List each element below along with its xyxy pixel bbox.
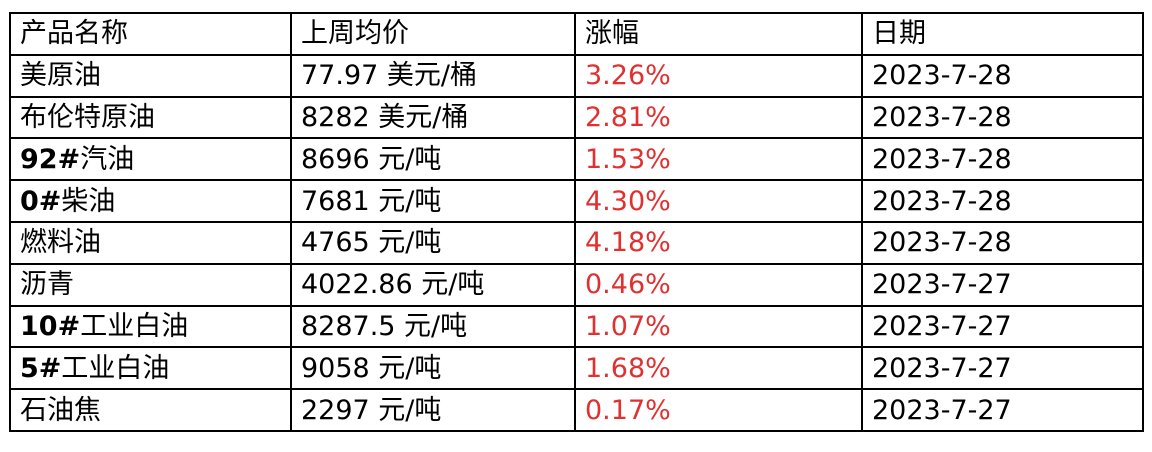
header-product: 产品名称 <box>9 12 292 56</box>
price-cell: 8287.5 元/吨 <box>290 304 576 349</box>
change-cell: 0.17% <box>574 388 863 432</box>
table-row: 石油焦 2297 元/吨 0.17% 2023-7-27 <box>9 388 1144 432</box>
product-name: 工业白油 <box>80 310 189 342</box>
header-price: 上周均价 <box>290 12 576 56</box>
table-header-row: 产品名称 上周均价 涨幅 日期 <box>9 12 1144 56</box>
product-name: 燃料油 <box>20 227 101 259</box>
table-row: 5#工业白油 9058 元/吨 1.68% 2023-7-27 <box>9 346 1144 391</box>
price-cell: 2297 元/吨 <box>290 388 576 432</box>
change-cell: 1.68% <box>574 346 863 391</box>
header-date: 日期 <box>861 12 1144 56</box>
change-cell: 2.81% <box>574 95 863 140</box>
change-cell: 0.46% <box>574 262 863 307</box>
product-name-cell: 沥青 <box>9 262 292 307</box>
product-name: 布伦特原油 <box>20 101 155 133</box>
date-cell: 2023-7-28 <box>861 53 1144 98</box>
table-row: 0#柴油 7681 元/吨 4.30% 2023-7-28 <box>9 179 1144 223</box>
change-cell: 1.07% <box>574 304 863 349</box>
change-cell: 4.18% <box>574 220 863 265</box>
date-cell: 2023-7-27 <box>861 304 1144 349</box>
product-name-cell: 布伦特原油 <box>9 95 292 140</box>
product-name: 石油焦 <box>20 394 101 426</box>
table-row: 燃料油 4765 元/吨 4.18% 2023-7-28 <box>9 220 1144 265</box>
product-name-cell: 5#工业白油 <box>9 346 292 391</box>
product-name: 汽油 <box>80 143 135 175</box>
product-name-cell: 92#汽油 <box>9 137 292 182</box>
product-name: 工业白油 <box>61 352 170 384</box>
change-cell: 3.26% <box>574 53 863 98</box>
table-row: 92#汽油 8696 元/吨 1.53% 2023-7-28 <box>9 137 1144 182</box>
product-name: 柴油 <box>61 185 116 217</box>
change-cell: 1.53% <box>574 137 863 182</box>
product-grade: 92# <box>20 143 81 175</box>
date-cell: 2023-7-27 <box>861 388 1144 432</box>
header-change: 涨幅 <box>574 12 863 56</box>
price-cell: 8696 元/吨 <box>290 137 576 182</box>
product-name-cell: 0#柴油 <box>9 179 292 223</box>
price-cell: 77.97 美元/桶 <box>290 53 576 98</box>
table-row: 10#工业白油 8287.5 元/吨 1.07% 2023-7-27 <box>9 304 1144 349</box>
table-row: 沥青 4022.86 元/吨 0.46% 2023-7-27 <box>9 262 1144 307</box>
price-cell: 4022.86 元/吨 <box>290 262 576 307</box>
product-grade: 5# <box>20 352 62 384</box>
date-cell: 2023-7-28 <box>861 220 1144 265</box>
product-name-cell: 燃料油 <box>9 220 292 265</box>
price-cell: 9058 元/吨 <box>290 346 576 391</box>
date-cell: 2023-7-27 <box>861 346 1144 391</box>
product-grade: 0# <box>20 185 62 217</box>
product-grade: 10# <box>20 310 81 342</box>
price-cell: 7681 元/吨 <box>290 179 576 223</box>
product-name-cell: 10#工业白油 <box>9 304 292 349</box>
product-name-cell: 石油焦 <box>9 388 292 432</box>
date-cell: 2023-7-27 <box>861 262 1144 307</box>
price-cell: 8282 美元/桶 <box>290 95 576 140</box>
date-cell: 2023-7-28 <box>861 179 1144 223</box>
oil-price-table: 产品名称 上周均价 涨幅 日期 美原油 77.97 美元/桶 3.26% 2023-7… <box>9 12 1144 432</box>
date-cell: 2023-7-28 <box>861 137 1144 182</box>
product-name: 沥青 <box>20 269 74 301</box>
price-cell: 4765 元/吨 <box>290 220 576 265</box>
table-row: 布伦特原油 8282 美元/桶 2.81% 2023-7-28 <box>9 95 1144 140</box>
product-name-cell: 美原油 <box>9 53 292 98</box>
change-cell: 4.30% <box>574 179 863 223</box>
product-name: 美原油 <box>20 60 101 92</box>
table-row: 美原油 77.97 美元/桶 3.26% 2023-7-28 <box>9 53 1144 98</box>
date-cell: 2023-7-28 <box>861 95 1144 140</box>
